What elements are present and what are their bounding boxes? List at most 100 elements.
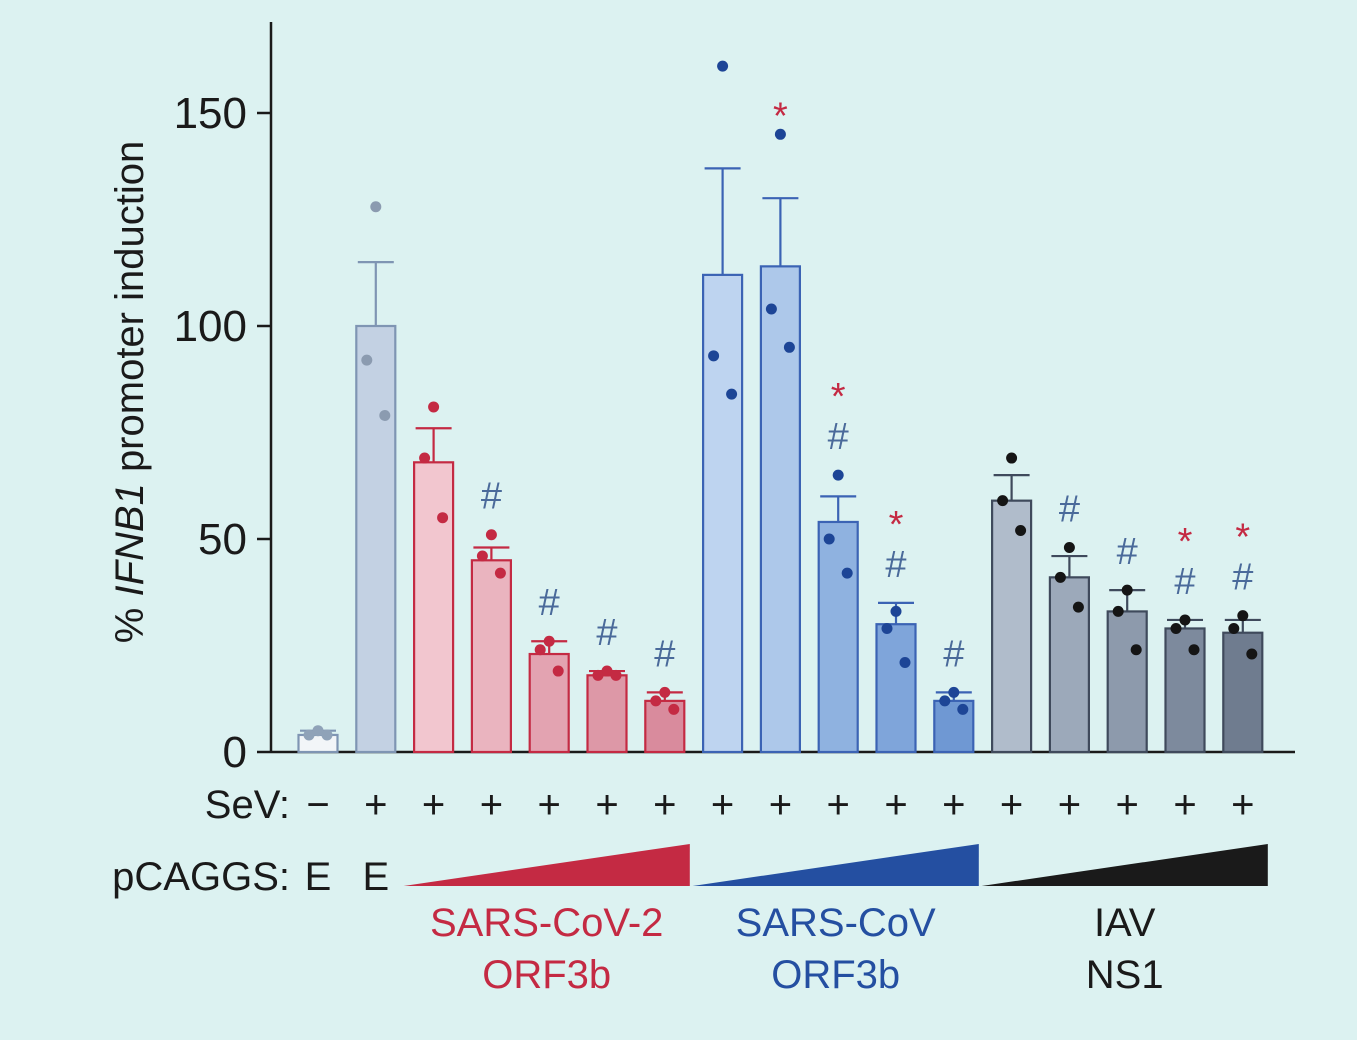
sev-sign: + (1000, 783, 1023, 827)
data-point (476, 550, 488, 562)
data-point (1054, 571, 1066, 583)
significance-hash: # (885, 544, 906, 586)
data-point (939, 695, 951, 707)
y-tick-label: 0 (223, 728, 247, 777)
sev-sign: + (1058, 783, 1081, 827)
data-point (774, 128, 786, 140)
sev-sign: + (884, 783, 907, 827)
pcaggs-vector-label: E (362, 855, 389, 899)
y-axis-title: % IFNB1 promoter induction (108, 141, 152, 643)
dose-gradient-triangle (981, 844, 1268, 886)
bar (1222, 631, 1264, 754)
sev-sign: + (1116, 783, 1139, 827)
data-point (1228, 622, 1240, 634)
data-point (437, 512, 449, 524)
sev-sign: − (306, 783, 329, 827)
y-axis-title-prefix: % (108, 597, 152, 644)
data-point (1237, 610, 1249, 622)
data-point (1179, 614, 1191, 626)
data-point (1063, 542, 1075, 554)
dose-gradient-triangle (403, 844, 690, 886)
data-point (543, 635, 555, 647)
significance-star: * (831, 376, 846, 418)
data-point (668, 703, 680, 715)
sev-sign: + (1173, 783, 1196, 827)
data-point (1170, 622, 1182, 634)
data-point (428, 401, 440, 413)
y-tick-label: 50 (198, 515, 247, 564)
data-point (726, 388, 738, 400)
data-point (494, 567, 506, 579)
data-point (303, 729, 315, 741)
data-point (312, 725, 324, 737)
data-point (823, 533, 835, 545)
sev-sign: + (422, 783, 445, 827)
data-point (370, 201, 382, 213)
pcaggs-vector-label: E (305, 855, 332, 899)
sev-sign: + (653, 783, 676, 827)
bar (413, 461, 455, 754)
significance-star: * (1235, 517, 1250, 559)
data-point (881, 622, 893, 634)
group-label: ORF3b (771, 953, 900, 997)
significance-hash: # (1117, 531, 1138, 573)
data-point (948, 686, 960, 698)
data-point (321, 729, 333, 741)
pcaggs-row-label: pCAGGS: (112, 855, 290, 899)
data-point (650, 695, 662, 707)
data-point (361, 354, 373, 366)
significance-hash: # (1174, 561, 1195, 603)
bar (355, 324, 397, 754)
data-point (592, 669, 604, 681)
data-point (601, 665, 613, 677)
data-point (485, 529, 497, 541)
data-point (717, 60, 729, 72)
sev-sign: + (480, 783, 503, 827)
bar (701, 273, 744, 754)
dose-gradient-triangle (692, 844, 979, 886)
group-label: SARS-CoV (736, 901, 936, 945)
data-point (1130, 644, 1142, 656)
sev-sign: + (364, 783, 387, 827)
significance-hash: # (1232, 557, 1253, 599)
data-point (1246, 648, 1258, 660)
sev-row-label: SeV: (205, 783, 290, 827)
significance-hash: # (828, 416, 849, 458)
y-axis-title-gene: IFNB1 (108, 483, 152, 596)
data-point (1112, 605, 1124, 617)
bar (990, 499, 1033, 754)
bar (817, 520, 859, 754)
y-axis-title-suffix: promoter induction (108, 141, 152, 483)
data-point (1072, 601, 1084, 613)
data-point (783, 341, 795, 353)
data-point (832, 469, 844, 481)
condition-rows: SeV:pCAGGS:−E+E+ + + + + + + + + + + + + + +SARS-CoV-2… (112, 783, 1268, 997)
data-point (1121, 584, 1133, 596)
data-point (890, 605, 902, 617)
data-point (379, 409, 391, 421)
significance-hash: # (654, 633, 675, 675)
data-point (1015, 524, 1027, 536)
data-point (610, 669, 622, 681)
y-tick-label: 100 (174, 302, 247, 351)
significance-star: * (1178, 521, 1193, 563)
data-point (841, 567, 853, 579)
data-point (708, 350, 720, 362)
significance-hash: # (1059, 489, 1080, 531)
data-point (997, 495, 1009, 507)
significance-hash: # (539, 582, 560, 624)
significance-star: * (773, 95, 788, 137)
significance-hash: # (596, 612, 617, 654)
bar (1106, 610, 1148, 754)
data-point (765, 303, 777, 315)
group-label: ORF3b (482, 953, 611, 997)
sev-sign: + (769, 783, 792, 827)
significance-hash: # (481, 476, 502, 518)
sev-sign: + (942, 783, 965, 827)
data-point (659, 686, 671, 698)
data-point (957, 703, 969, 715)
sev-sign: + (595, 783, 618, 827)
bars (297, 60, 1264, 754)
